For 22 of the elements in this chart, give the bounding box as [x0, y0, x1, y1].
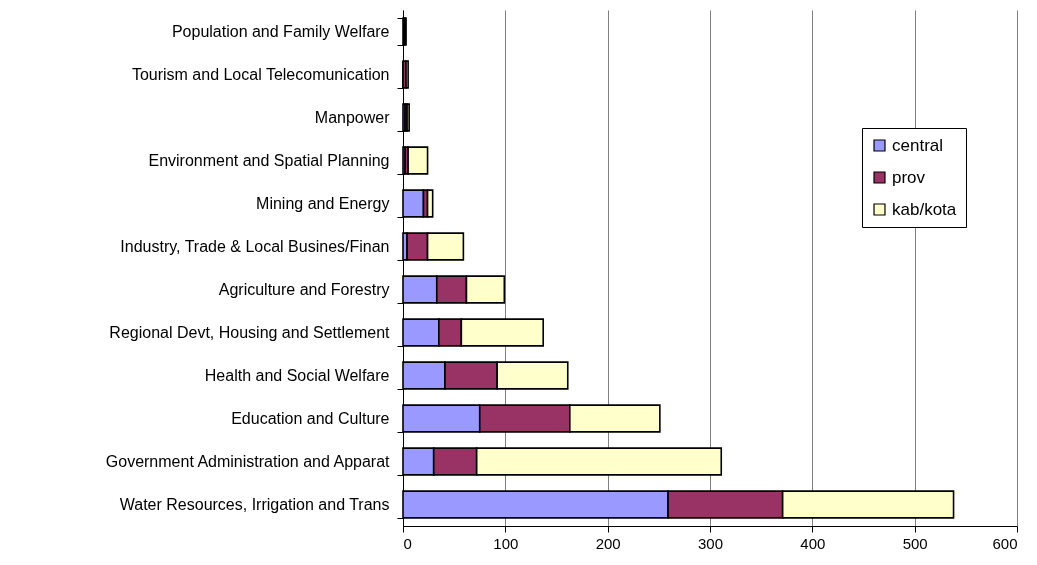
legend-label: prov: [892, 167, 926, 187]
y-tick-label: Population and Family Welfare: [171, 23, 390, 40]
x-tick-label: 600: [992, 534, 1018, 552]
legend-label: central: [892, 135, 944, 155]
x-tick-label: 100: [493, 534, 519, 552]
legend-label: kab/kota: [892, 199, 957, 219]
y-tick-label: Government Administration and Apparat: [105, 453, 391, 470]
x-tick-label: 500: [902, 534, 928, 552]
y-tick-label: Water Resources, Irrigation and Trans: [119, 496, 390, 513]
y-tick-label: Manpower: [314, 109, 391, 126]
y-tick-label: Industry, Trade & Local Busines/Finan: [120, 238, 390, 255]
y-tick-label: Environment and Spatial Planning: [148, 152, 390, 169]
y-tick-label: Health and Social Welfare: [204, 367, 390, 384]
y-tick-label: Education and Culture: [231, 410, 390, 427]
x-tick-label: 300: [697, 534, 724, 552]
x-tick-label: 400: [800, 534, 826, 552]
y-tick-label: Tourism and Local Telecomunication: [131, 66, 390, 83]
x-tick-label: 200: [595, 534, 621, 552]
y-tick-label: Agriculture and Forestry: [218, 281, 390, 298]
y-tick-label: Mining and Energy: [256, 195, 390, 212]
x-tick-label: 0: [403, 534, 412, 552]
y-tick-label: Regional Devt, Housing and Settlement: [109, 324, 391, 341]
